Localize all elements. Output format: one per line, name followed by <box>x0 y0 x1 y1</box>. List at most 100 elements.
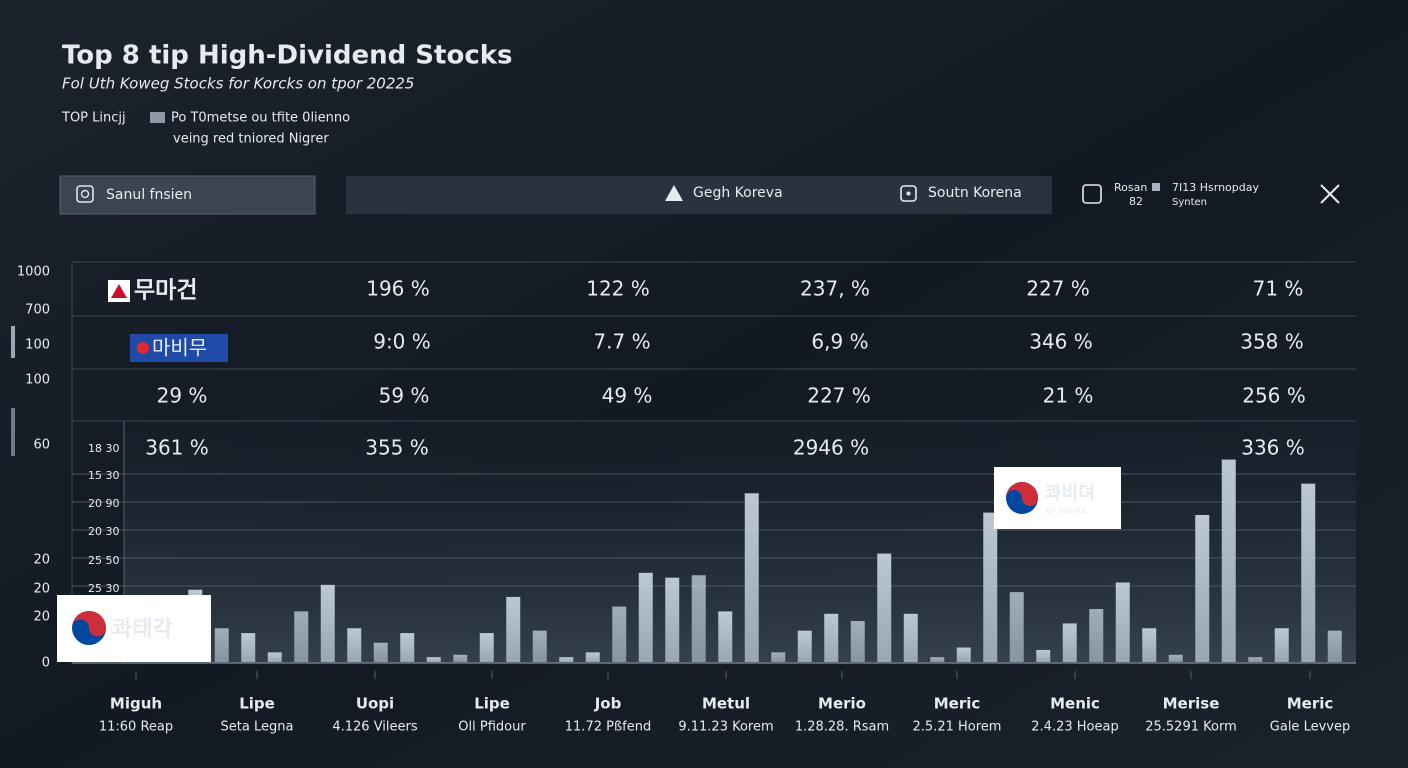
bar <box>1248 657 1263 662</box>
tab2-icon-dot <box>906 191 911 196</box>
search-text: Sanul fnsien <box>106 187 192 203</box>
bar <box>267 652 282 662</box>
bar <box>426 657 441 662</box>
y-label: 1000 <box>17 265 50 280</box>
info-label: Rosan <box>1114 181 1147 194</box>
column-sub: 2.4.23 Hoeap <box>1031 720 1118 735</box>
search-icon-dot <box>80 189 90 199</box>
percent-value: 196 % <box>366 277 430 301</box>
y-label: 100 <box>25 338 50 353</box>
percent-value: 227 % <box>1026 277 1090 301</box>
bar <box>347 628 362 662</box>
search-box[interactable] <box>59 175 316 215</box>
bar <box>718 611 733 662</box>
bar <box>903 613 918 662</box>
info-value: 82 <box>1129 195 1143 208</box>
labels: 1000 700 100 100 60 20 20 20 0 18 30 15 30 20 90 20 … <box>17 265 1350 735</box>
bar <box>983 512 998 662</box>
logo-text: 콰비뎌 <box>1045 483 1095 504</box>
bar <box>241 633 256 662</box>
bar <box>320 584 335 662</box>
bar <box>638 572 653 662</box>
percent-value: 29 % <box>157 384 208 408</box>
info-swatch <box>1152 183 1160 191</box>
column-name: Lipe <box>474 695 510 713</box>
column-name: Job <box>594 695 622 713</box>
percent-value: 6,9 % <box>811 330 868 354</box>
legend-swatch <box>150 112 165 123</box>
tab-bar <box>346 176 1052 214</box>
bar <box>1062 623 1077 662</box>
bars <box>188 459 1342 662</box>
logo-mark <box>111 284 127 298</box>
percent-value: 336 % <box>1241 436 1305 460</box>
taegeuk-red <box>72 611 106 637</box>
percent-value: 21 % <box>1043 384 1094 408</box>
bar <box>1195 514 1210 662</box>
bar <box>532 630 547 662</box>
bar <box>1142 628 1157 662</box>
bar <box>400 633 415 662</box>
legend-label: TOP Lincjj <box>61 111 126 126</box>
column-sub: Gale Levvep <box>1270 720 1350 735</box>
bar <box>214 628 229 662</box>
search-icon <box>76 185 94 203</box>
column-name: Meric <box>934 695 981 713</box>
bar <box>506 596 521 662</box>
column-sub: Seta Legna <box>221 720 294 735</box>
percent-value: 59 % <box>379 384 430 408</box>
bar <box>373 642 388 662</box>
bar <box>1168 654 1183 662</box>
percent-value: 227 % <box>807 384 871 408</box>
inner-label: 20 30 <box>88 525 120 538</box>
bar <box>824 613 839 662</box>
column-sub: 11.72 Pßfend <box>565 720 651 735</box>
y-label: 0 <box>42 656 50 671</box>
bar <box>691 575 706 662</box>
column-name: Merio <box>818 695 866 713</box>
percent-value: 2946 % <box>793 436 869 460</box>
bar <box>1301 483 1316 662</box>
bar <box>294 611 309 662</box>
column-sub: 1.28.28. Rsam <box>795 720 889 735</box>
percent-value: 7.7 % <box>593 330 650 354</box>
scroll-mark <box>11 408 15 456</box>
legend-sub: veing red tniored Nigrer <box>173 132 329 147</box>
inner-label: 20 90 <box>88 497 120 510</box>
taegeuk-red <box>1006 482 1038 506</box>
column-sub: 9.11.23 Korem <box>678 720 773 735</box>
logo-text: 마비무 <box>152 336 207 360</box>
bar <box>956 647 971 662</box>
percent-value: 49 % <box>602 384 653 408</box>
bar <box>1089 608 1104 662</box>
info-title: 7I13 Hsrnopday <box>1172 181 1259 194</box>
tab2[interactable]: Soutn Korena <box>928 185 1022 201</box>
bar <box>797 630 812 662</box>
bar <box>612 606 627 662</box>
y-label: 20 <box>33 553 50 568</box>
column-name: Lipe <box>239 695 275 713</box>
percent-value: 346 % <box>1029 330 1093 354</box>
percent-value: 122 % <box>586 277 650 301</box>
title: Top 8 tip High-Dividend Stocks <box>62 41 513 71</box>
percent-value: 358 % <box>1240 330 1304 354</box>
scroll-mark <box>11 326 15 358</box>
column-sub: 25.5291 Korm <box>1145 720 1237 735</box>
tab1[interactable]: Gegh Koreva <box>693 185 783 201</box>
logo-text: 콰태각 <box>112 617 173 642</box>
close-button[interactable] <box>1320 184 1340 204</box>
tab1-icon <box>665 185 683 201</box>
bar <box>1274 628 1289 662</box>
column-sub: 11:60 Reap <box>99 720 173 735</box>
column-sub: 4.126 Vileers <box>332 720 418 735</box>
y-label: 20 <box>33 582 50 597</box>
legend-text: Po T0metse ou tfite 0lienno <box>171 111 350 126</box>
column-name: Uopi <box>356 695 394 713</box>
bar <box>559 657 574 662</box>
info-icon <box>1082 184 1102 204</box>
y-label: 20 <box>33 610 50 625</box>
inner-label: 25 50 <box>88 554 120 567</box>
y-label: 60 <box>33 438 50 453</box>
bar <box>479 633 494 662</box>
bar <box>1036 649 1051 662</box>
